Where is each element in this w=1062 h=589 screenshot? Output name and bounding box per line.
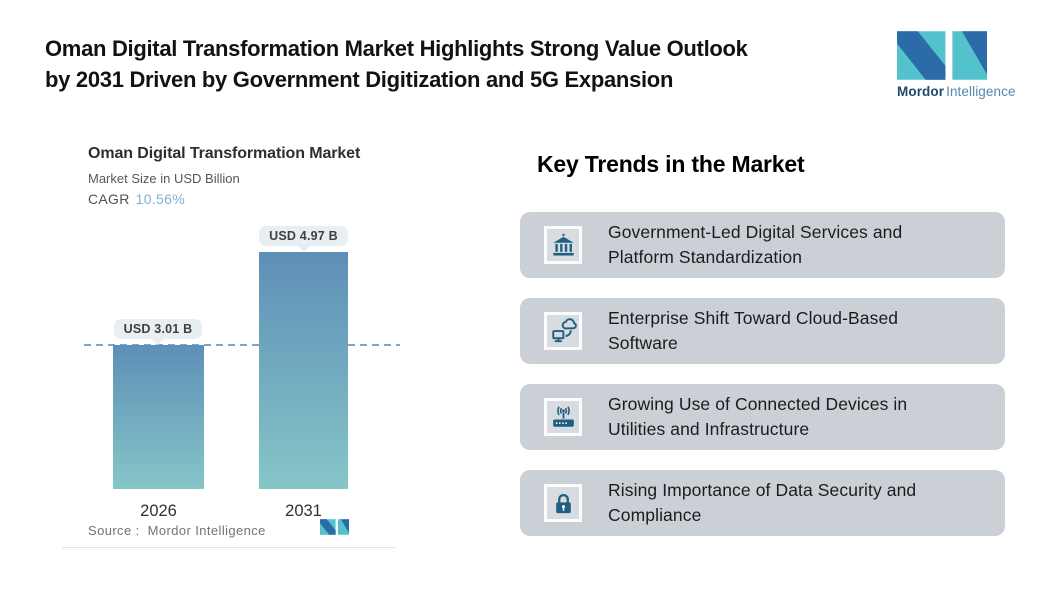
bar-2026	[113, 345, 204, 489]
mordor-mini-logo-icon	[320, 519, 349, 535]
icon-box	[544, 226, 582, 264]
chart-subtitle: Market Size in USD Billion	[88, 171, 240, 186]
trends-heading: Key Trends in the Market	[537, 151, 805, 177]
market-size-chart: Oman Digital Transformation Market Marke…	[62, 130, 400, 548]
icon-box	[544, 312, 582, 350]
trend-card-text: Rising Importance of Data Security and C…	[608, 480, 917, 525]
icon-box	[544, 398, 582, 436]
cagr-label: CAGR	[88, 191, 130, 207]
x-tick-2026: 2026	[140, 502, 177, 520]
trend-card-connected-devices: Growing Use of Connected Devices in Util…	[520, 384, 1005, 450]
trend-card-government: Government-Led Digital Services and Plat…	[520, 212, 1005, 278]
router-wifi-icon	[552, 406, 574, 427]
trend-card-text: Enterprise Shift Toward Cloud-Based Soft…	[608, 308, 899, 353]
source-label: Source :	[88, 523, 140, 538]
trend-cards: Government-Led Digital Services and Plat…	[520, 212, 1005, 536]
chart-title: Oman Digital Transformation Market	[88, 145, 361, 162]
cloud-sync-icon	[551, 317, 577, 342]
page-title: Oman Digital Transformation Market Highl…	[45, 33, 875, 95]
trend-card-security: Rising Importance of Data Security and C…	[520, 470, 1005, 536]
trend-card-text: Growing Use of Connected Devices in Util…	[608, 394, 908, 439]
brand-name: Mordor Intelligence	[897, 84, 1027, 99]
mordor-logo-icon	[897, 31, 987, 80]
brand-logo: Mordor Intelligence	[897, 31, 1027, 99]
trend-card-cloud: Enterprise Shift Toward Cloud-Based Soft…	[520, 298, 1005, 364]
page-title-line1: Oman Digital Transformation Market Highl…	[45, 36, 748, 61]
page-title-line2: by 2031 Driven by Government Digitizatio…	[45, 67, 674, 92]
chart-plot-area: USD 3.01 B USD 4.97 B	[62, 130, 400, 489]
value-label-2026: USD 3.01 B	[114, 319, 202, 345]
brand-name-bold: Mordor	[897, 84, 945, 99]
icon-box	[544, 484, 582, 522]
source-value: Mordor Intelligence	[147, 523, 266, 538]
brand-name-light: Intelligence	[946, 84, 1016, 99]
value-label-2031: USD 4.97 B	[259, 226, 348, 252]
cagr-value: 10.56%	[135, 191, 185, 207]
reference-dashed-line	[84, 344, 400, 346]
chart-source: Source : Mordor Intelligence	[88, 523, 266, 538]
x-tick-2031: 2031	[285, 502, 322, 520]
bank-icon	[552, 233, 574, 256]
bar-2031	[259, 252, 348, 489]
lock-icon	[555, 493, 571, 513]
chart-cagr: CAGR 10.56%	[88, 191, 185, 207]
trend-card-text: Government-Led Digital Services and Plat…	[608, 222, 903, 267]
